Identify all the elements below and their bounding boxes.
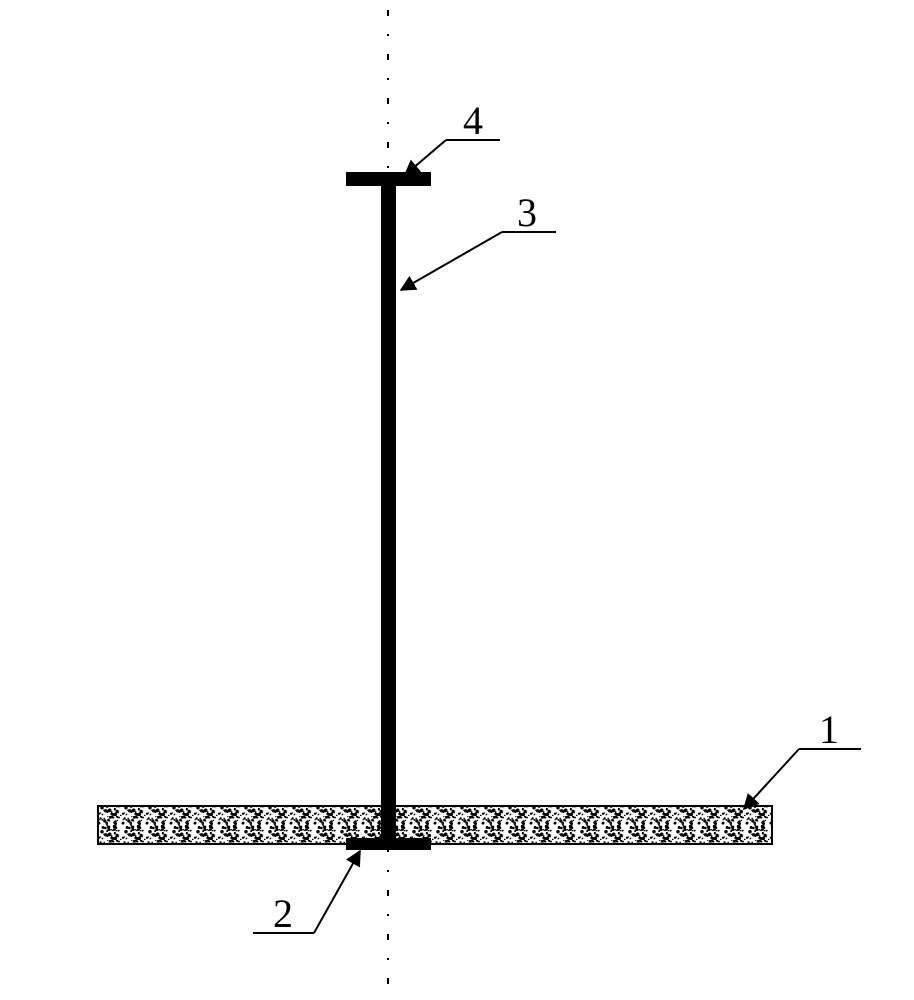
vertical-post (381, 184, 396, 839)
label-4-leader (405, 140, 446, 175)
label-2-text: 2 (273, 891, 293, 936)
label-4-text: 4 (463, 98, 483, 143)
diagram-svg: 4 3 1 2 (0, 0, 914, 1000)
label-3-leader (401, 232, 502, 290)
bottom-plate (346, 838, 431, 850)
label-1-leader (744, 749, 799, 809)
label-2-leader (314, 851, 360, 933)
ground-slab (98, 806, 772, 844)
label-3-text: 3 (517, 190, 537, 235)
top-plate (346, 172, 431, 186)
label-1-text: 1 (819, 707, 839, 752)
engineering-diagram: 4 3 1 2 (0, 0, 914, 1000)
